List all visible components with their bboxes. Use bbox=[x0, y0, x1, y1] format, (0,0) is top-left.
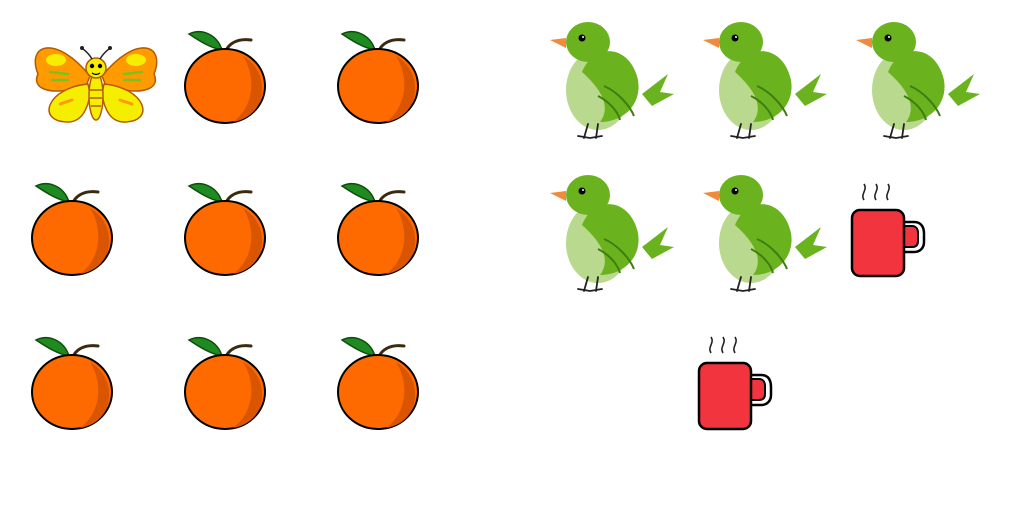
right-group bbox=[549, 21, 981, 431]
green-bird-icon bbox=[855, 21, 981, 139]
orange-fruit-icon bbox=[183, 336, 267, 431]
left-group bbox=[30, 30, 420, 431]
orange-fruit-icon bbox=[336, 30, 420, 125]
orange-fruit-icon bbox=[336, 182, 420, 277]
orange-fruit-icon bbox=[30, 336, 114, 431]
green-bird-icon bbox=[702, 174, 828, 292]
orange-fruit-icon bbox=[183, 30, 267, 125]
orange-fruit-icon bbox=[183, 182, 267, 277]
orange-fruit-icon bbox=[30, 182, 114, 277]
green-bird-icon bbox=[549, 174, 675, 292]
green-bird-icon bbox=[702, 21, 828, 139]
orange-fruit-icon bbox=[336, 336, 420, 431]
green-bird-icon bbox=[549, 21, 675, 139]
butterfly-icon bbox=[33, 44, 159, 124]
hot-cup-icon bbox=[697, 335, 773, 431]
hot-cup-icon bbox=[850, 182, 926, 278]
